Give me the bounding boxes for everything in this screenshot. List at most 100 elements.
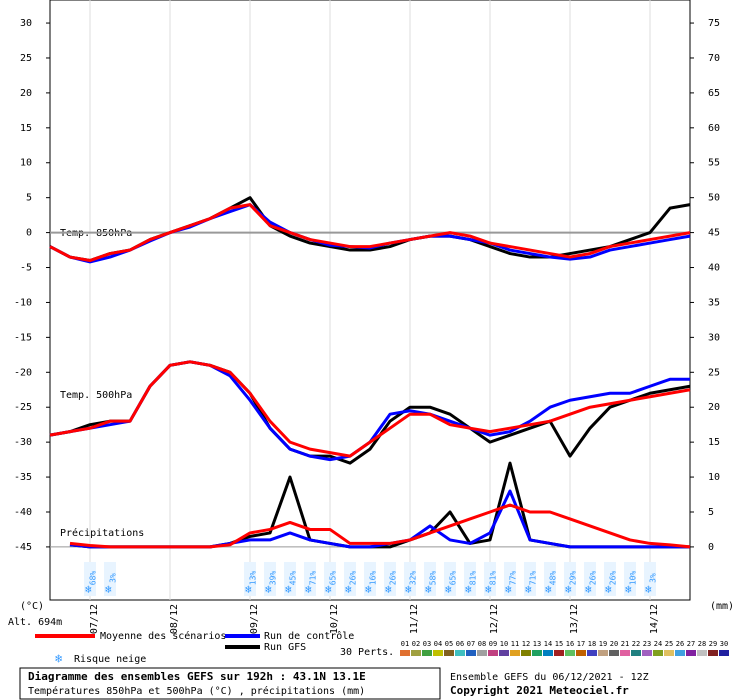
pert-name: 28 [698,640,706,648]
pert-name: 15 [555,640,563,648]
x-tick-label: 13/12 [569,604,580,634]
pert-name: 04 [434,640,442,648]
pert-name: 22 [632,640,640,648]
pert-swatch [675,650,685,656]
pert-swatch [565,650,575,656]
pert-swatch [697,650,707,656]
pert-name: 27 [687,640,695,648]
snow-label: 29% [569,571,578,586]
pert-name: 05 [445,640,453,648]
y-tick-label: -25 [14,402,32,413]
pert-name: 10 [500,640,508,648]
snow-box [324,562,336,596]
pert-swatch [477,650,487,656]
snow-label: 81% [489,571,498,586]
series-line [49,203,691,263]
snow-icon: ❄ [325,583,332,596]
snow-label: 16% [369,571,378,586]
snow-icon: ❄ [425,583,432,596]
pert-name: 02 [412,640,420,648]
snow-box [484,562,496,596]
footer-box [19,667,441,700]
pert-swatch [411,650,421,656]
x-tick-label: 07/12 [89,604,100,634]
pert-name: 21 [621,640,629,648]
y-tick-label: 0 [26,228,32,239]
snow-box [564,562,576,596]
snow-icon: ❄ [505,583,512,596]
pert-swatch [488,650,498,656]
legend-label: Moyenne des scénarios [100,630,226,642]
pert-name: 01 [401,640,409,648]
snow-label: 65% [329,571,338,586]
x-tick-label: 09/12 [249,604,260,634]
y-label: (°C) [20,601,44,612]
y2-tick-label: 55 [708,158,720,169]
pert-name: 23 [643,640,651,648]
snow-icon: ❄ [245,583,252,596]
snow-icon: ❄ [105,583,112,596]
snow-label: 81% [469,571,478,586]
series-line [69,503,691,549]
snow-label: 45% [289,571,298,586]
pert-name: 08 [478,640,486,648]
x-tick-label: 12/12 [489,604,500,634]
snow-box [584,562,596,596]
snow-icon: ❄ [305,583,312,596]
snow-box [504,562,516,596]
snow-box [464,562,476,596]
snow-box [264,562,276,596]
y-tick-label: -40 [14,507,32,518]
pert-name: 20 [610,640,618,648]
snow-box [84,562,96,596]
pert-name: 17 [577,640,585,648]
copyright: Copyright 2021 Meteociel.fr [450,684,629,697]
altitude: Alt. 694m [8,617,62,628]
pert-name: 24 [654,640,662,648]
snow-icon: ❄ [55,652,62,666]
snow-label: 3% [109,573,118,583]
pert-name: 14 [544,640,552,648]
snow-label: 77% [509,571,518,586]
y-tick-label: -35 [14,472,32,483]
snow-icon: ❄ [285,583,292,596]
y-tick-label: 20 [20,88,32,99]
snow-label: 71% [309,571,318,586]
y2-tick-label: 15 [708,437,720,448]
pert-swatch [631,650,641,656]
y-tick-label: -20 [14,367,32,378]
snow-label: 13% [249,571,258,586]
pert-swatch [664,650,674,656]
pert-name: 26 [676,640,684,648]
snow-box [104,562,116,596]
subtitle: Températures 850hPa et 500hPa (°C) , pré… [28,685,365,697]
pert-swatch [521,650,531,656]
y2-tick-label: 60 [708,123,720,134]
snow-icon: ❄ [405,583,412,596]
pert-swatch [653,650,663,656]
legend-label: Run GFS [264,642,306,653]
snow-icon: ❄ [525,583,532,596]
snow-label: 26% [609,571,618,586]
pert-swatch [686,650,696,656]
snow-legend: Risque neige [74,654,146,665]
pert-name: 06 [456,640,464,648]
y2-tick-label: 40 [708,263,720,274]
snow-label: 3% [649,573,658,583]
y-tick-label: 25 [20,53,32,64]
y2-tick-label: 65 [708,88,720,99]
y-tick-label: -10 [14,297,32,308]
x-tick-label: 14/12 [649,604,660,634]
pert-swatch [598,650,608,656]
group-label: Précipitations [60,527,144,539]
snow-icon: ❄ [445,583,452,596]
pert-name: 09 [489,640,497,648]
pert-swatch [719,650,729,656]
snow-label: 26% [589,571,598,586]
pert-swatch [455,650,465,656]
y2-label: (mm) [710,601,734,612]
plot-frame [49,0,691,601]
snow-label: 10% [629,571,638,586]
y-tick-label: 30 [20,18,32,29]
snow-label: 26% [389,571,398,586]
